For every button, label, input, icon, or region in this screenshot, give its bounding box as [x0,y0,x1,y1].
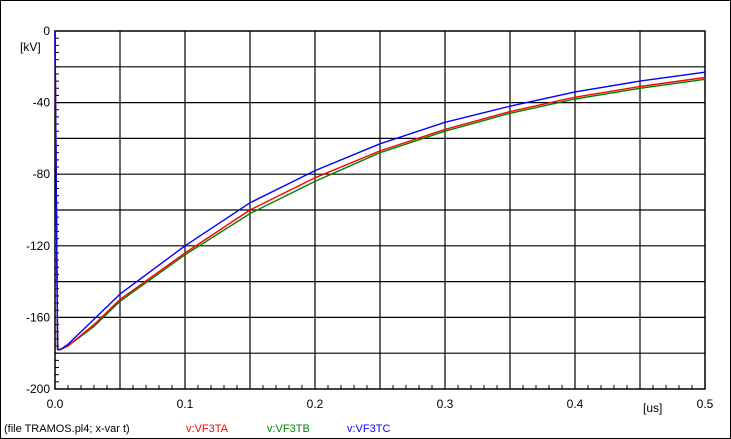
y-axis-unit-label: [kV] [20,40,41,54]
x-tick-labels: 0.0 0.1 0.2 0.3 0.4 0.5 [47,397,714,411]
y-tick-labels: 0 -40 -80 -120 -160 -200 [26,24,50,396]
legend-entry-vf3tc: v:VF3TC [347,423,390,435]
y-tick-label: -200 [26,382,50,396]
y-tick-label: -120 [26,239,50,253]
x-tick-label: 0.3 [437,397,454,411]
grid [55,31,705,389]
x-axis-unit-label: [us] [643,401,662,415]
x-tick-label: 0.2 [307,397,324,411]
x-tick-label: 0.4 [567,397,584,411]
x-tick-label: 0.0 [47,397,64,411]
y-tick-label: -40 [33,96,51,110]
footer-legend: (file TRAMOS.pl4; x-var t) v:VF3TA v:VF3… [4,423,390,435]
legend-entry-vf3ta: v:VF3TA [186,423,229,435]
legend-entry-vf3tb: v:VF3TB [267,423,310,435]
y-tick-label: -80 [33,167,51,181]
x-tick-label: 0.1 [177,397,194,411]
y-tick-label: -160 [26,310,50,324]
footer-file-label: (file TRAMOS.pl4; x-var t) [4,423,130,435]
series-line-v-vf3tc [54,30,706,351]
y-tick-label: 0 [43,24,50,38]
x-tick-label: 0.5 [697,397,714,411]
series-lines [54,30,706,351]
